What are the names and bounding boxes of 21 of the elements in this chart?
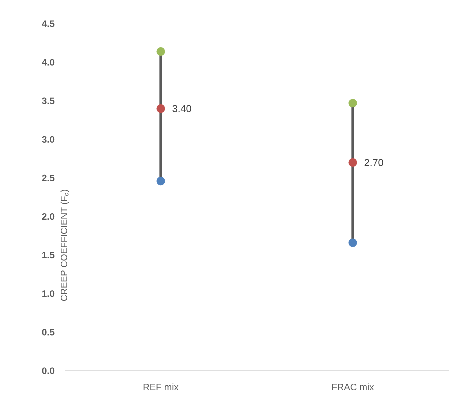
- data-label: 2.70: [364, 159, 384, 166]
- y-tick-label: 0.5: [42, 329, 55, 336]
- y-tick-label: 2.0: [42, 213, 55, 220]
- point: [156, 177, 166, 186]
- point: [156, 47, 166, 56]
- y-tick-label: 3.0: [42, 136, 55, 143]
- y-tick-label: 3.5: [42, 98, 55, 104]
- y-tick-label: 4.0: [42, 59, 55, 66]
- x-tick-label: REF mix: [144, 384, 179, 390]
- x-tick-label: FRAC mix: [332, 384, 374, 391]
- y-axis-title: CREEP COEFFICIENT (F$_{c}$): [60, 190, 70, 302]
- point: [348, 158, 358, 168]
- data-label: 3.40: [172, 105, 192, 112]
- y-tick-label: 1.5: [42, 252, 55, 259]
- y-tick-label: 2.5: [42, 174, 55, 182]
- point: [156, 104, 166, 114]
- y-tick-label: 0.0: [42, 368, 55, 374]
- y-tick-label: 1.0: [42, 290, 55, 298]
- point: [348, 238, 358, 248]
- point: [348, 99, 358, 108]
- y-tick-label: 4.5: [42, 20, 55, 28]
